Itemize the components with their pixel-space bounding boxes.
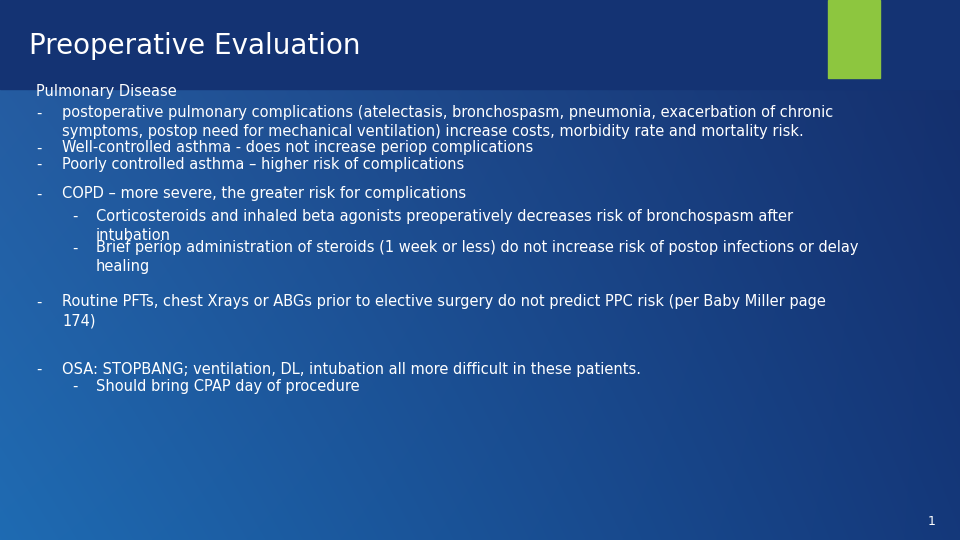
Text: -: -: [72, 240, 78, 255]
Text: Routine PFTs, chest Xrays or ABGs prior to elective surgery do not predict PPC r: Routine PFTs, chest Xrays or ABGs prior …: [62, 294, 827, 328]
Text: Brief periop administration of steroids (1 week or less) do not increase risk of: Brief periop administration of steroids …: [96, 240, 858, 274]
Text: 1: 1: [928, 515, 936, 528]
Text: Should bring CPAP day of procedure: Should bring CPAP day of procedure: [96, 379, 360, 394]
Bar: [0, 0, 960, 89]
Text: Pulmonary Disease: Pulmonary Disease: [36, 84, 178, 99]
Text: OSA: STOPBANG; ventilation, DL, intubation all more difficult in these patients.: OSA: STOPBANG; ventilation, DL, intubati…: [62, 362, 641, 377]
Text: -: -: [72, 379, 78, 394]
Text: -: -: [36, 186, 42, 201]
Text: Well-controlled asthma - does not increase periop complications: Well-controlled asthma - does not increa…: [62, 140, 534, 156]
Text: postoperative pulmonary complications (atelectasis, bronchospasm, pneumonia, exa: postoperative pulmonary complications (a…: [62, 105, 833, 139]
Text: Preoperative Evaluation: Preoperative Evaluation: [29, 32, 360, 60]
Text: -: -: [36, 294, 42, 309]
Text: -: -: [36, 105, 42, 120]
Text: COPD – more severe, the greater risk for complications: COPD – more severe, the greater risk for…: [62, 186, 467, 201]
Text: Poorly controlled asthma – higher risk of complications: Poorly controlled asthma – higher risk o…: [62, 157, 465, 172]
Text: -: -: [36, 362, 42, 377]
Text: -: -: [36, 140, 42, 156]
Text: -: -: [36, 157, 42, 172]
Text: -: -: [72, 209, 78, 224]
Bar: [828, 0, 880, 78]
Text: Corticosteroids and inhaled beta agonists preoperatively decreases risk of bronc: Corticosteroids and inhaled beta agonist…: [96, 209, 793, 243]
